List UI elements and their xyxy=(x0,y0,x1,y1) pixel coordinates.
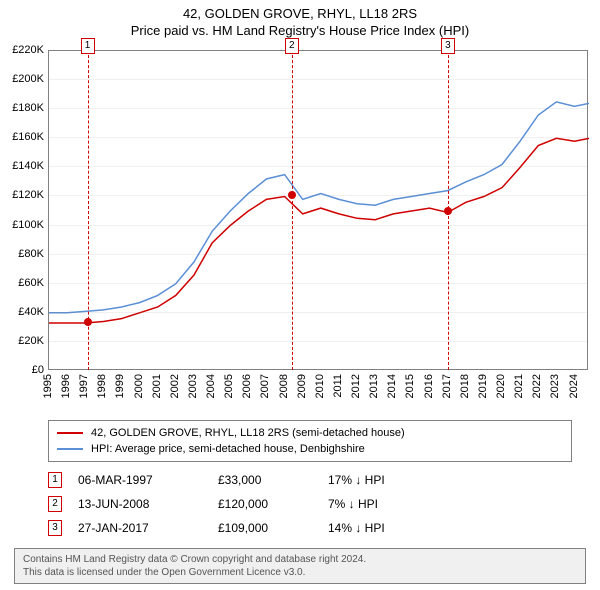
x-tick-label: 2005 xyxy=(223,374,235,398)
chart-title-address: 42, GOLDEN GROVE, RHYL, LL18 2RS xyxy=(0,6,600,21)
line-series-svg xyxy=(49,51,589,371)
event-row: 2 13-JUN-2008£120,0007% ↓ HPI xyxy=(48,492,572,516)
x-tick-label: 2006 xyxy=(241,374,253,398)
x-tick-label: 2014 xyxy=(386,374,398,398)
x-tick-label: 2016 xyxy=(423,374,435,398)
event-row: 3 27-JAN-2017£109,00014% ↓ HPI xyxy=(48,516,572,540)
legend: 42, GOLDEN GROVE, RHYL, LL18 2RS (semi-d… xyxy=(48,420,572,462)
event-point-marker xyxy=(84,318,92,326)
y-tick-label: £140K xyxy=(4,160,44,172)
series-hpi xyxy=(49,102,589,313)
event-number-box: 2 xyxy=(285,38,299,54)
event-delta: 7% ↓ HPI xyxy=(328,497,448,511)
x-tick-label: 2008 xyxy=(278,374,290,398)
event-date: 27-JAN-2017 xyxy=(78,521,218,535)
x-tick-label: 1998 xyxy=(96,374,108,398)
x-tick-label: 2023 xyxy=(549,374,561,398)
x-tick-label: 1996 xyxy=(60,374,72,398)
event-number-box: 1 xyxy=(48,472,62,488)
x-tick-label: 2010 xyxy=(314,374,326,398)
x-tick-label: 2002 xyxy=(169,374,181,398)
event-price: £33,000 xyxy=(218,473,328,487)
y-tick-label: £180K xyxy=(4,102,44,114)
x-tick-label: 2017 xyxy=(441,374,453,398)
x-tick-label: 1997 xyxy=(78,374,90,398)
x-tick-label: 2022 xyxy=(531,374,543,398)
y-gridline xyxy=(48,108,588,109)
y-tick-label: £200K xyxy=(4,73,44,85)
event-point-marker xyxy=(288,191,296,199)
y-tick-label: £40K xyxy=(4,306,44,318)
x-tick-label: 1999 xyxy=(114,374,126,398)
event-point-marker xyxy=(444,207,452,215)
y-gridline xyxy=(48,225,588,226)
y-gridline xyxy=(48,283,588,284)
x-tick-label: 2020 xyxy=(495,374,507,398)
legend-label: 42, GOLDEN GROVE, RHYL, LL18 2RS (semi-d… xyxy=(91,427,405,439)
event-date: 06-MAR-1997 xyxy=(78,473,218,487)
legend-swatch xyxy=(57,432,83,434)
event-line xyxy=(292,50,293,370)
y-tick-label: £80K xyxy=(4,248,44,260)
attribution-line2: This data is licensed under the Open Gov… xyxy=(23,566,577,579)
y-tick-label: £160K xyxy=(4,131,44,143)
x-tick-label: 2007 xyxy=(259,374,271,398)
x-tick-label: 1995 xyxy=(42,374,54,398)
y-gridline xyxy=(48,137,588,138)
y-gridline xyxy=(48,79,588,80)
x-tick-label: 2011 xyxy=(332,374,344,398)
x-tick-label: 2009 xyxy=(296,374,308,398)
chart-title-block: 42, GOLDEN GROVE, RHYL, LL18 2RS Price p… xyxy=(0,0,600,40)
y-gridline xyxy=(48,254,588,255)
x-tick-label: 2019 xyxy=(477,374,489,398)
event-number-box: 1 xyxy=(81,38,95,54)
y-gridline xyxy=(48,195,588,196)
y-gridline xyxy=(48,312,588,313)
y-tick-label: £100K xyxy=(4,219,44,231)
attribution-box: Contains HM Land Registry data © Crown c… xyxy=(14,548,586,584)
x-tick-label: 2021 xyxy=(513,374,525,398)
chart-area: £0 £20K £40K £60K £80K £100K £120K £140K £160K £1… xyxy=(0,40,600,420)
x-tick-label: 2013 xyxy=(368,374,380,398)
x-tick-label: 2004 xyxy=(205,374,217,398)
x-tick-label: 2012 xyxy=(350,374,362,398)
event-price: £120,000 xyxy=(218,497,328,511)
y-tick-label: £20K xyxy=(4,335,44,347)
legend-row: HPI: Average price, semi-detached house,… xyxy=(57,441,563,457)
x-tick-label: 2015 xyxy=(404,374,416,398)
attribution-line1: Contains HM Land Registry data © Crown c… xyxy=(23,553,577,566)
x-tick-label: 2000 xyxy=(133,374,145,398)
chart-title-subtitle: Price paid vs. HM Land Registry's House … xyxy=(0,23,600,38)
event-number-box: 2 xyxy=(48,496,62,512)
x-tick-label: 2024 xyxy=(568,374,580,398)
y-tick-label: £0 xyxy=(4,364,44,376)
event-date: 13-JUN-2008 xyxy=(78,497,218,511)
events-table: 1 06-MAR-1997£33,00017% ↓ HPI 2 13-JUN-2008… xyxy=(48,468,572,540)
legend-row: 42, GOLDEN GROVE, RHYL, LL18 2RS (semi-d… xyxy=(57,425,563,441)
event-number-box: 3 xyxy=(48,520,62,536)
x-tick-label: 2018 xyxy=(459,374,471,398)
y-gridline xyxy=(48,166,588,167)
plot-area xyxy=(48,50,588,370)
y-tick-label: £60K xyxy=(4,277,44,289)
event-delta: 14% ↓ HPI xyxy=(328,521,448,535)
x-tick-label: 2001 xyxy=(151,374,163,398)
y-gridline xyxy=(48,341,588,342)
event-row: 1 06-MAR-1997£33,00017% ↓ HPI xyxy=(48,468,572,492)
legend-swatch xyxy=(57,448,83,450)
event-number-box: 3 xyxy=(441,38,455,54)
event-delta: 17% ↓ HPI xyxy=(328,473,448,487)
y-tick-label: £120K xyxy=(4,189,44,201)
event-price: £109,000 xyxy=(218,521,328,535)
legend-label: HPI: Average price, semi-detached house,… xyxy=(91,443,365,455)
x-tick-label: 2003 xyxy=(187,374,199,398)
y-tick-label: £220K xyxy=(4,44,44,56)
